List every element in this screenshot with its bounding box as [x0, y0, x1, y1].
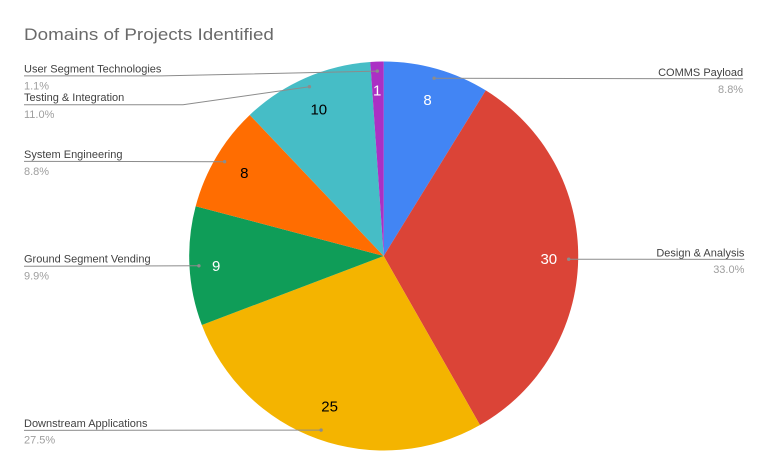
svg-text:1: 1	[373, 83, 381, 100]
svg-text:User Segment Technologies: User Segment Technologies	[24, 63, 162, 75]
svg-text:System Engineering: System Engineering	[24, 149, 122, 161]
svg-text:9: 9	[212, 258, 220, 275]
svg-text:9.9%: 9.9%	[24, 271, 49, 283]
svg-text:Testing & Integration: Testing & Integration	[24, 92, 124, 104]
svg-text:11.0%: 11.0%	[24, 109, 55, 121]
svg-text:10: 10	[310, 102, 327, 119]
svg-text:COMMS Payload: COMMS Payload	[658, 67, 743, 79]
svg-text:8.8%: 8.8%	[24, 166, 49, 178]
svg-text:8.8%: 8.8%	[718, 84, 743, 96]
svg-text:Domains of Projects Identified: Domains of Projects Identified	[24, 25, 274, 44]
svg-text:Ground Segment Vending: Ground Segment Vending	[24, 254, 151, 266]
svg-text:27.5%: 27.5%	[24, 434, 55, 446]
svg-text:8: 8	[240, 165, 248, 182]
svg-text:Design & Analysis: Design & Analysis	[656, 247, 745, 259]
svg-text:8: 8	[423, 92, 431, 109]
svg-text:1.1%: 1.1%	[24, 80, 49, 92]
svg-text:33.0%: 33.0%	[713, 264, 744, 276]
svg-text:Downstream Applications: Downstream Applications	[24, 418, 148, 430]
svg-text:30: 30	[540, 251, 557, 268]
svg-text:25: 25	[321, 399, 338, 416]
